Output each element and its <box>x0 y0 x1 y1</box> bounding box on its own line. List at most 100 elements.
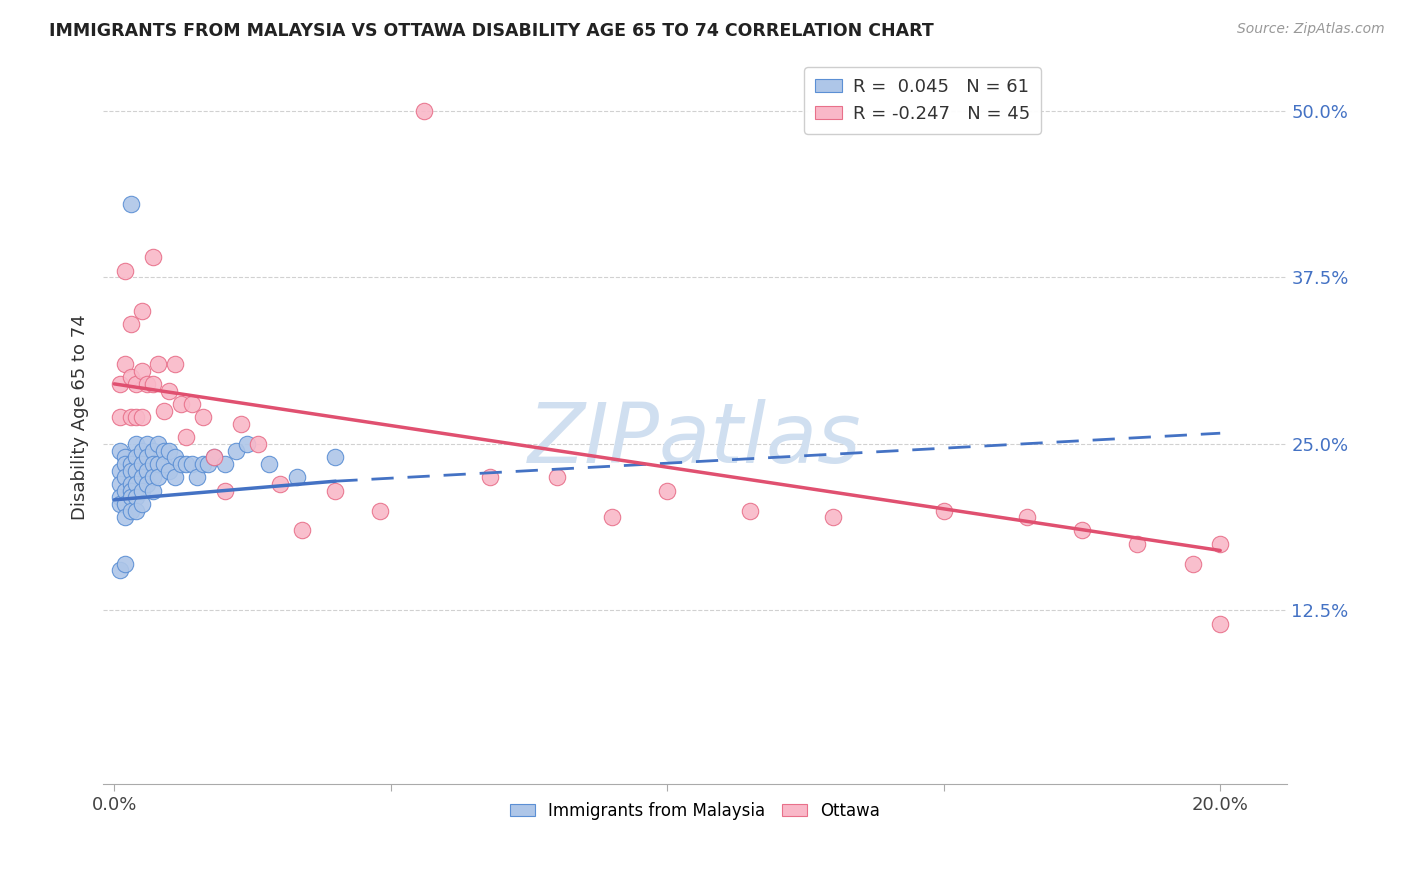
Point <box>114 263 136 277</box>
Point <box>108 490 131 504</box>
Point <box>479 470 502 484</box>
Point <box>142 483 165 498</box>
Point <box>153 457 176 471</box>
Point <box>325 483 347 498</box>
Point <box>125 463 148 477</box>
Point <box>108 476 131 491</box>
Point <box>131 443 153 458</box>
Point <box>131 410 153 425</box>
Point <box>174 430 197 444</box>
Point <box>120 457 142 471</box>
Point <box>1126 537 1149 551</box>
Point <box>257 457 280 471</box>
Point <box>114 450 136 465</box>
Point <box>120 197 142 211</box>
Point <box>169 397 191 411</box>
Text: ZIPatlas: ZIPatlas <box>529 399 862 480</box>
Point <box>325 450 347 465</box>
Point <box>197 457 219 471</box>
Point <box>159 463 181 477</box>
Point <box>142 457 165 471</box>
Point <box>114 357 136 371</box>
Point <box>114 510 136 524</box>
Point <box>153 443 176 458</box>
Point <box>114 470 136 484</box>
Point <box>131 497 153 511</box>
Point <box>142 470 165 484</box>
Point <box>125 376 148 391</box>
Point <box>202 450 225 465</box>
Point <box>174 457 197 471</box>
Point <box>214 457 236 471</box>
Point <box>108 497 131 511</box>
Point <box>180 397 202 411</box>
Point <box>285 470 308 484</box>
Point <box>125 490 148 504</box>
Text: Source: ZipAtlas.com: Source: ZipAtlas.com <box>1237 22 1385 37</box>
Point <box>148 470 170 484</box>
Point <box>159 443 181 458</box>
Y-axis label: Disability Age 65 to 74: Disability Age 65 to 74 <box>72 314 89 520</box>
Point <box>108 410 131 425</box>
Point <box>114 483 136 498</box>
Point <box>740 503 762 517</box>
Point <box>214 483 236 498</box>
Point <box>1209 616 1232 631</box>
Point <box>131 483 153 498</box>
Point <box>153 403 176 417</box>
Point <box>180 457 202 471</box>
Point <box>191 410 214 425</box>
Point <box>202 450 225 465</box>
Point <box>600 510 623 524</box>
Point <box>125 450 148 465</box>
Point <box>142 443 165 458</box>
Point <box>291 524 314 538</box>
Point <box>125 437 148 451</box>
Point <box>932 503 955 517</box>
Point <box>136 463 159 477</box>
Point <box>108 564 131 578</box>
Point <box>1209 537 1232 551</box>
Point <box>114 557 136 571</box>
Point <box>163 357 186 371</box>
Point <box>120 476 142 491</box>
Point <box>269 476 291 491</box>
Point <box>1071 524 1094 538</box>
Point <box>125 503 148 517</box>
Point <box>136 437 159 451</box>
Point <box>657 483 679 498</box>
Point <box>136 376 159 391</box>
Point <box>142 250 165 264</box>
Point <box>125 410 148 425</box>
Point <box>148 357 170 371</box>
Point <box>1015 510 1038 524</box>
Legend: Immigrants from Malaysia, Ottawa: Immigrants from Malaysia, Ottawa <box>503 796 887 827</box>
Point <box>546 470 568 484</box>
Point <box>131 457 153 471</box>
Point <box>108 443 131 458</box>
Point <box>191 457 214 471</box>
Point <box>136 476 159 491</box>
Point <box>131 303 153 318</box>
Point <box>120 483 142 498</box>
Text: IMMIGRANTS FROM MALAYSIA VS OTTAWA DISABILITY AGE 65 TO 74 CORRELATION CHART: IMMIGRANTS FROM MALAYSIA VS OTTAWA DISAB… <box>49 22 934 40</box>
Point <box>225 443 247 458</box>
Point <box>231 417 253 431</box>
Point <box>120 463 142 477</box>
Point <box>823 510 845 524</box>
Point <box>186 470 208 484</box>
Point <box>148 437 170 451</box>
Point <box>108 376 131 391</box>
Point <box>120 317 142 331</box>
Point <box>169 457 191 471</box>
Point <box>148 457 170 471</box>
Point <box>131 470 153 484</box>
Point <box>142 376 165 391</box>
Point <box>412 103 434 118</box>
Point <box>120 503 142 517</box>
Point <box>368 503 391 517</box>
Point <box>120 410 142 425</box>
Point <box>108 463 131 477</box>
Point <box>163 470 186 484</box>
Point <box>159 384 181 398</box>
